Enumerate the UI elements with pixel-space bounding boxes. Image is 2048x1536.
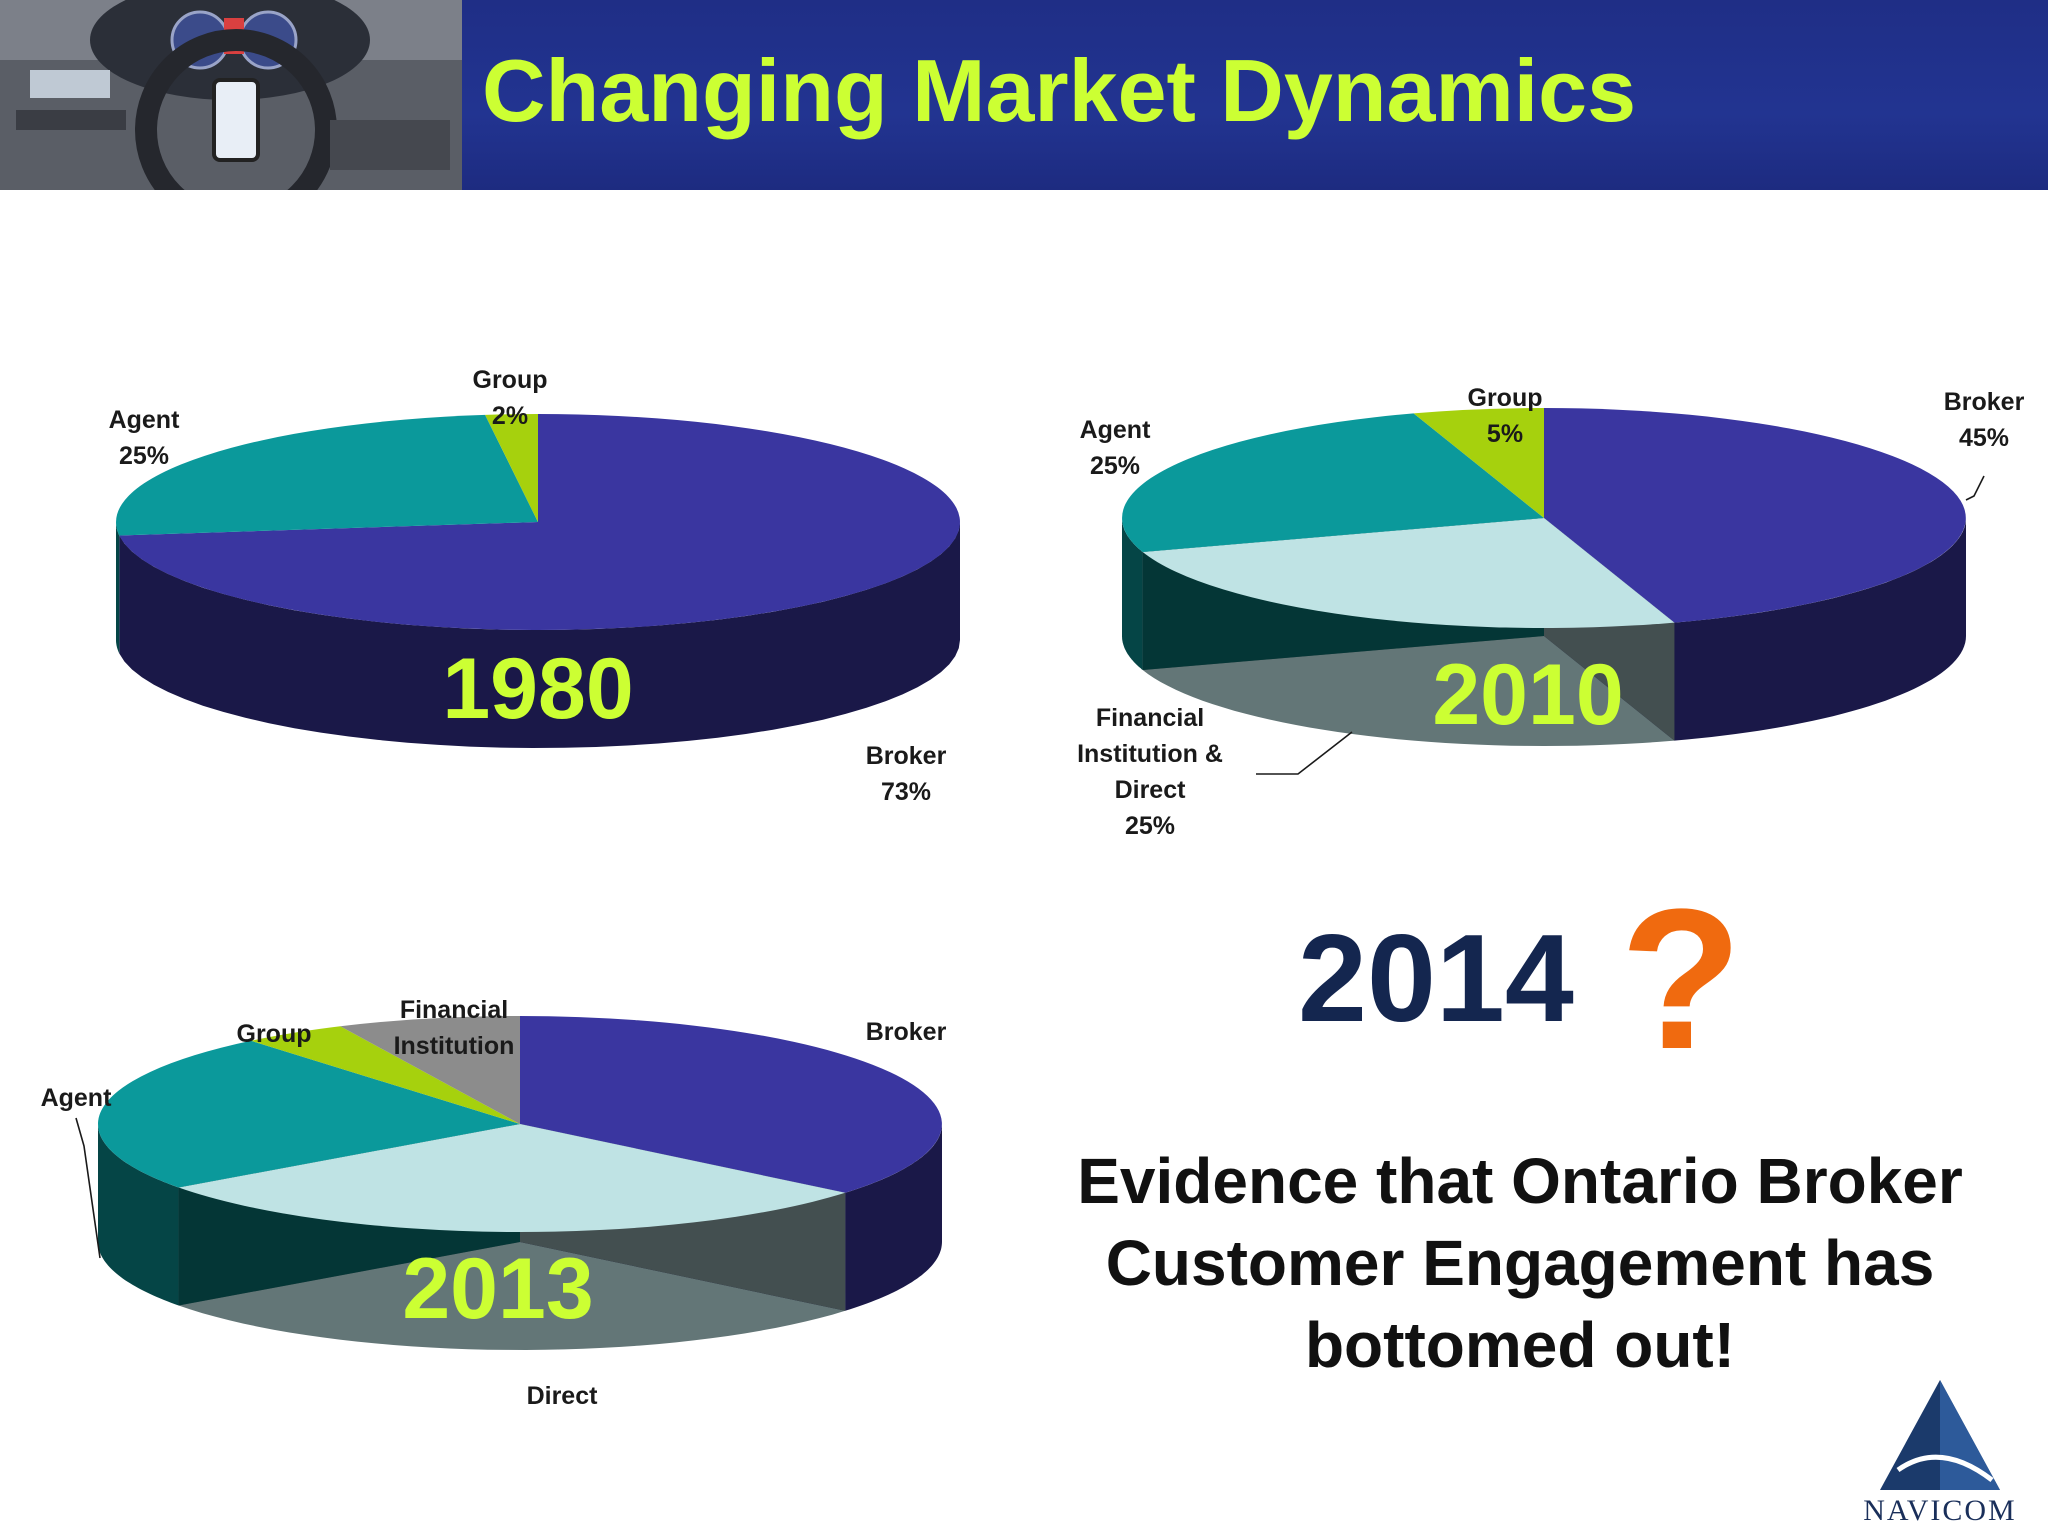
dashboard-photo — [0, 0, 462, 190]
evidence-line-3: bottomed out! — [1304, 1309, 1736, 1381]
slice-label: Broker 73% — [866, 742, 947, 806]
pie-year-label: 2010 — [1432, 647, 1623, 743]
pie-slice-broker — [520, 1016, 942, 1193]
slice-label: Financial Institution & Direct 25% — [1077, 704, 1223, 840]
pie-side-financial-institution-direct — [1142, 552, 1675, 746]
pie-side-agent — [1122, 518, 1143, 670]
pie-slice-direct — [178, 1124, 846, 1232]
navicom-logo: NAVICOM — [1860, 1380, 2020, 1530]
slice-label: Financial Institution — [394, 996, 515, 1060]
slice-label: Group — [237, 1020, 312, 1048]
pie-side-agent — [98, 1124, 179, 1306]
question-mark: ? — [1620, 868, 1743, 1091]
pie-slice-agent — [97, 1040, 520, 1188]
leader-line — [1256, 731, 1353, 775]
year-2014: 2014 — [1298, 910, 1574, 1048]
slice-label: Direct — [527, 1382, 599, 1410]
pie-slice-group — [485, 414, 538, 522]
pie-slice-agent — [116, 414, 539, 536]
pie-slice-broker — [119, 414, 960, 631]
leader-line — [1965, 475, 1985, 501]
slice-label: Agent 25% — [109, 406, 181, 470]
pie-chart-1980: 1980 Broker 73% Agent 25% Group 2% — [109, 366, 961, 806]
slice-label: Broker — [866, 1018, 947, 1046]
pie-slice-agent — [1122, 413, 1544, 552]
slice-label: Broker 45% — [1944, 388, 2025, 452]
pie-year-label: 2013 — [402, 1241, 593, 1337]
logo-text: NAVICOM — [1863, 1494, 2017, 1527]
title-banner: Changing Market Dynamics — [0, 0, 2048, 190]
pie-slice-group — [251, 1026, 520, 1124]
pie-side-broker — [1674, 518, 1966, 741]
evidence-line-2: Customer Engagement has — [1105, 1227, 1935, 1299]
pie-slice-group — [1413, 408, 1544, 518]
slice-label: Agent 25% — [1080, 416, 1152, 480]
evidence-line-1: Evidence that Ontario Broker — [1077, 1145, 1963, 1217]
pie-year-label: 1980 — [442, 641, 633, 737]
pie-side-agent — [116, 522, 120, 654]
slice-label: Agent — [41, 1084, 113, 1112]
leader-line — [75, 1117, 101, 1259]
pie-slice-broker — [1544, 408, 1966, 623]
slice-label: Group 5% — [1468, 384, 1543, 448]
pie-chart-2013: 2013 Broker Direct Agent Group Financial Insti… — [41, 996, 947, 1410]
mountain-logo-icon — [1880, 1380, 2000, 1490]
slice-label: Group 2% — [473, 366, 548, 430]
pie-slice-financial-institution-direct — [1142, 518, 1675, 628]
pie-side-broker — [119, 522, 961, 748]
pie-slice-financial-institution — [340, 1016, 520, 1124]
evidence-statement: Evidence that Ontario Broker Customer En… — [1030, 1140, 2010, 1386]
pie-chart-2010: 2010 Broker 45% Financial Institution & Direc… — [1077, 384, 2024, 840]
pie-side-broker — [845, 1124, 942, 1311]
slide-title: Changing Market Dynamics — [482, 41, 1637, 140]
